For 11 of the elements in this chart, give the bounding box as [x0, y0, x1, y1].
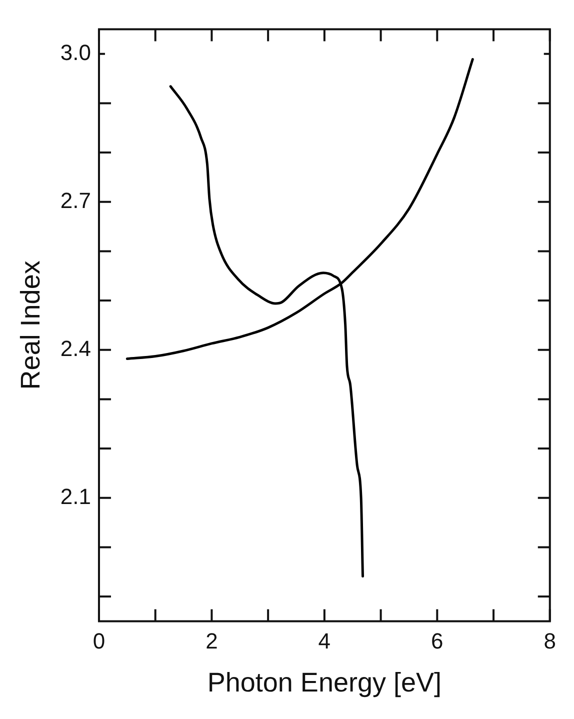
x-tick-label: 6 [431, 628, 444, 654]
x-tick-label: 2 [206, 628, 218, 654]
x-tick-label: 8 [544, 628, 556, 654]
x-axis-title: Photon Energy [eV] [207, 667, 442, 698]
y-tick-label: 2.1 [60, 484, 91, 509]
y-axis-title: Real Index [16, 260, 46, 390]
y-tick-label: 3.0 [60, 40, 91, 65]
y-tick-label: 2.7 [60, 188, 91, 213]
x-tick-label: 4 [318, 628, 331, 654]
x-tick-label: 0 [92, 628, 106, 654]
y-tick-label: 2.4 [60, 336, 91, 361]
